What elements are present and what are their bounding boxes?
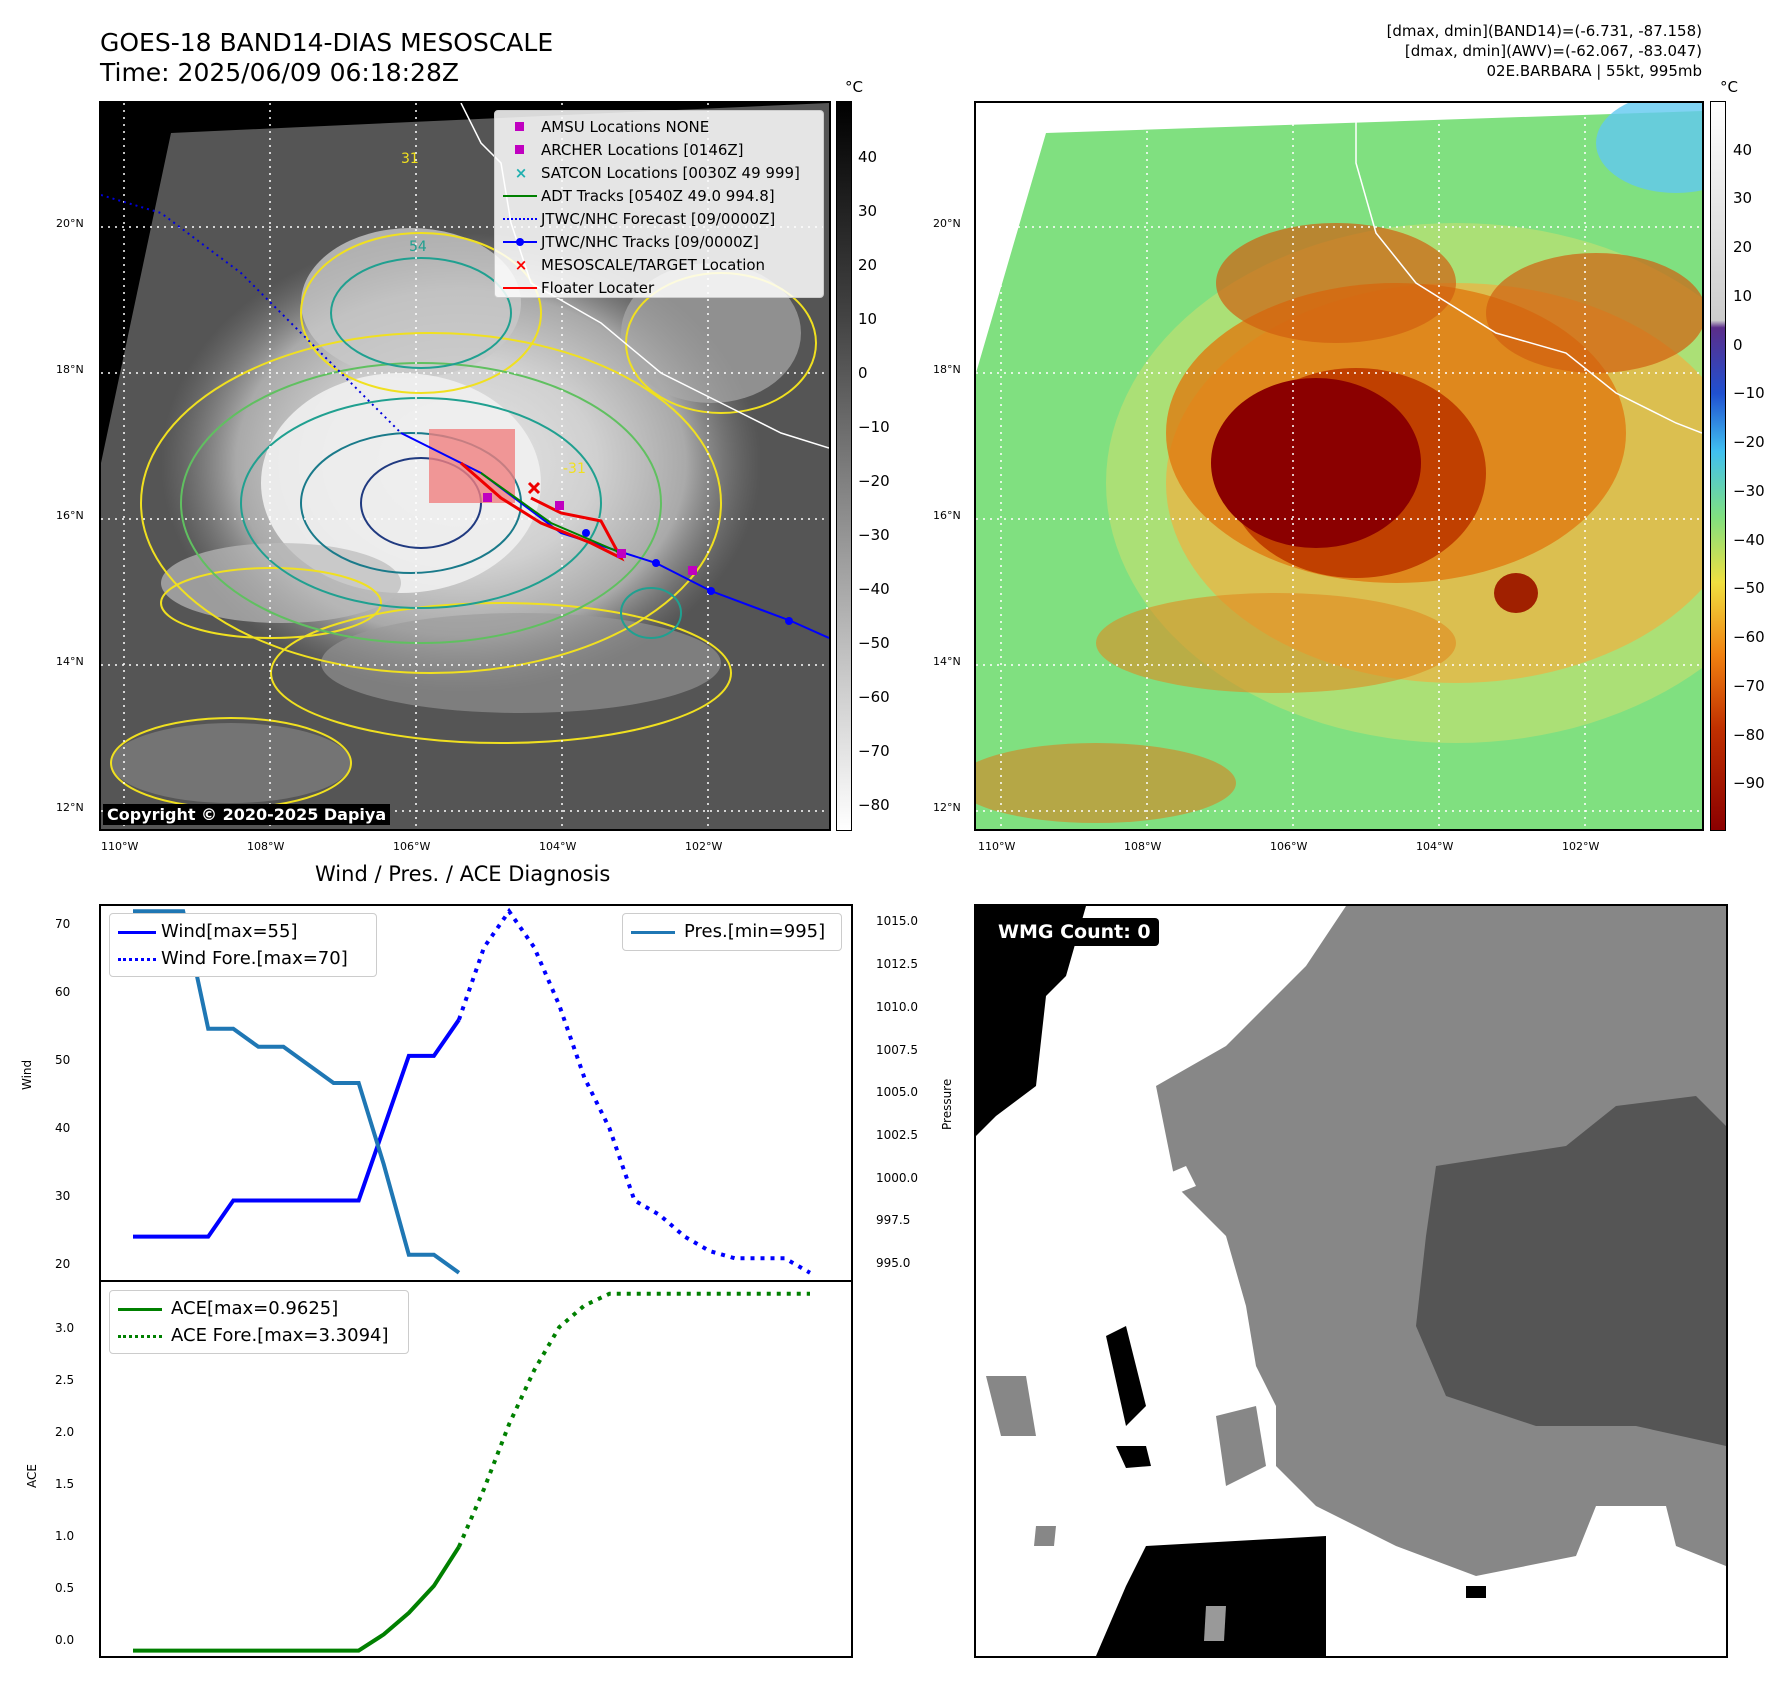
ir-lon-labels: 110°W 108°W 106°W 104°W 102°W xyxy=(101,840,723,853)
legend-ace-fore: ACE Fore.[max=3.3094] xyxy=(116,1322,402,1349)
ace-series-1 xyxy=(457,1291,810,1548)
info-band14: [dmax, dmin](BAND14)=(-6.731, -87.158) xyxy=(1386,22,1702,40)
awv-map-image xyxy=(976,103,1702,829)
line-icon xyxy=(501,280,541,296)
x-marker-icon: × xyxy=(514,163,528,182)
diagnosis-title: Wind / Pres. / ACE Diagnosis xyxy=(315,862,611,886)
dotted-line-icon xyxy=(116,951,161,967)
awv-colorbar-unit: °C xyxy=(1720,78,1738,96)
awv-map-panel xyxy=(974,101,1704,831)
wind-legend: Wind[max=55] Wind Fore.[max=70] xyxy=(109,913,377,977)
legend-wind-fore: Wind Fore.[max=70] xyxy=(116,945,370,972)
line-icon xyxy=(501,188,541,204)
x-marker-icon: × xyxy=(514,255,528,274)
contour-label-c: -31 xyxy=(563,461,586,477)
legend-amsu: AMSU Locations NONE xyxy=(501,115,817,138)
legend-jtwc-forecast: JTWC/NHC Forecast [09/0000Z] xyxy=(501,207,817,230)
contour-label-b: 54 xyxy=(409,239,427,255)
ir-colorbar-unit: °C xyxy=(845,78,863,96)
copyright: Copyright © 2020-2025 Dapiya xyxy=(103,804,391,825)
wind-series-0 xyxy=(133,1018,461,1239)
awv-colorbar xyxy=(1710,101,1726,831)
wmg-panel: WMG Count: 0 xyxy=(974,904,1728,1658)
ace-series-0 xyxy=(133,1545,461,1653)
legend-satcon: × SATCON Locations [0030Z 49 999] xyxy=(501,161,817,184)
square-marker-icon xyxy=(501,142,541,158)
ir-colorbar-ticks: 40 30 20 10 0 −10 −20 −30 −40 −50 −60 −7… xyxy=(858,148,890,814)
info-storm: 02E.BARBARA | 55kt, 995mb xyxy=(1486,62,1702,80)
wmg-image xyxy=(976,906,1726,1656)
chart-time: Time: 2025/06/09 06:18:28Z xyxy=(100,58,459,87)
wind-ticks: 70 60 50 40 30 20 xyxy=(55,917,71,1271)
legend-mesoscale: × MESOSCALE/TARGET Location xyxy=(501,253,817,276)
wmg-count: WMG Count: 0 xyxy=(990,918,1159,946)
dotted-line-icon xyxy=(501,211,541,227)
pres-legend: Pres.[min=995] xyxy=(622,913,842,951)
ir-legend: AMSU Locations NONE ARCHER Locations [01… xyxy=(494,110,824,298)
ace-legend: ACE[max=0.9625] ACE Fore.[max=3.3094] xyxy=(109,1290,409,1354)
legend-pres: Pres.[min=995] xyxy=(629,918,835,945)
legend-floater: Floater Locater xyxy=(501,276,817,299)
ace-ticks: 3.0 2.5 2.0 1.5 1.0 0.5 0.0 xyxy=(55,1321,75,1647)
line-icon xyxy=(629,924,684,940)
legend-archer: ARCHER Locations [0146Z] xyxy=(501,138,817,161)
legend-wind: Wind[max=55] xyxy=(116,918,370,945)
line-dot-icon xyxy=(501,234,541,250)
dotted-line-icon xyxy=(116,1328,171,1344)
line-icon xyxy=(116,924,161,940)
info-awv: [dmax, dmin](AWV)=(-62.067, -83.047) xyxy=(1404,42,1702,60)
square-marker-icon xyxy=(501,119,541,135)
awv-colorbar-ticks: 40 30 20 10 0 −10 −20 −30 −40 −50 −60 −7… xyxy=(1733,141,1765,792)
ir-map-panel: 31 54 -31 AMSU Locations NONE ARCHER Loc… xyxy=(99,101,831,831)
chart-title: GOES-18 BAND14-DIAS MESOSCALE xyxy=(100,28,554,57)
legend-ace: ACE[max=0.9625] xyxy=(116,1295,402,1322)
awv-lon-labels: 110°W 108°W 106°W 104°W 102°W xyxy=(978,840,1600,853)
contour-label-a: 31 xyxy=(401,151,419,167)
pres-ylabel: Pressure xyxy=(940,1078,954,1130)
wind-series-1 xyxy=(457,907,811,1275)
pres-ticks: 1015.0 1012.5 1010.0 1007.5 1005.0 1002.… xyxy=(876,914,918,1270)
wind-ylabel: Wind xyxy=(20,1059,34,1090)
ace-panel xyxy=(99,1280,853,1658)
ir-lat-labels: 20°N 18°N 16°N 14°N 12°N xyxy=(56,217,84,814)
legend-adt: ADT Tracks [0540Z 49.0 994.8] xyxy=(501,184,817,207)
legend-jtwc-tracks: JTWC/NHC Tracks [09/0000Z] xyxy=(501,230,817,253)
awv-lat-labels: 20°N 18°N 16°N 14°N 12°N xyxy=(933,217,961,814)
ace-ylabel: ACE xyxy=(25,1464,39,1488)
line-icon xyxy=(116,1301,171,1317)
ir-colorbar xyxy=(836,101,852,831)
